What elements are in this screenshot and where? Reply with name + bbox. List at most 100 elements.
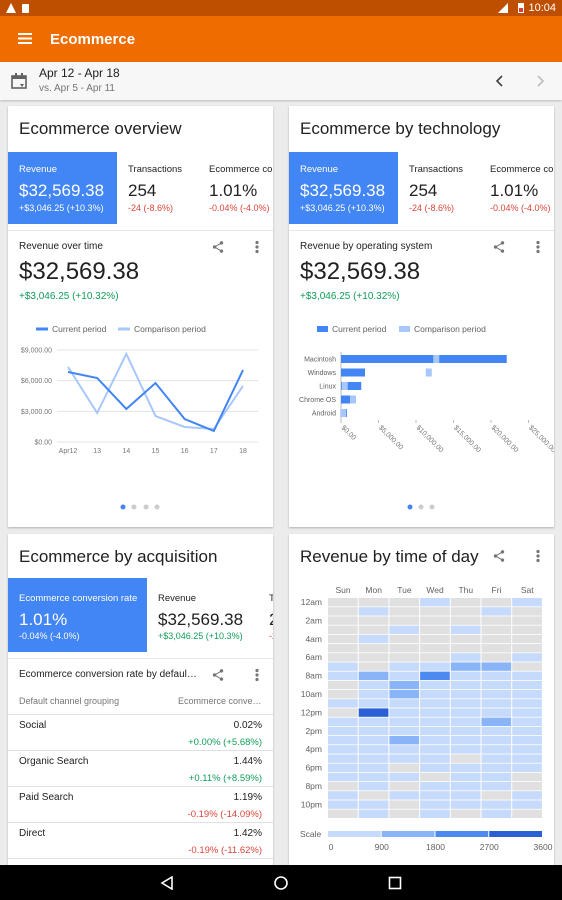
big-change: +$3,046.25 (+10.32%): [19, 291, 119, 302]
tab[interactable]: Revenue $32,569.38 +$3,046.25 (+10.3%): [8, 152, 117, 224]
chart-subtitle: Revenue by operating system: [300, 241, 433, 252]
heat-cell: [389, 754, 420, 763]
heat-cell: [481, 644, 512, 653]
previous-button[interactable]: [495, 75, 505, 87]
divider: [289, 230, 554, 231]
more-button[interactable]: [250, 668, 264, 682]
more-button[interactable]: [250, 240, 264, 254]
heat-cell: [358, 800, 389, 809]
heat-cell: [481, 763, 512, 772]
row-divider: [8, 822, 273, 823]
column-label: Mon: [365, 585, 382, 595]
row-divider: [8, 786, 273, 787]
comparison-range: vs. Apr 5 - Apr 11: [39, 83, 115, 94]
heat-cell: [450, 800, 481, 809]
back-button[interactable]: [160, 876, 174, 890]
share-button[interactable]: [492, 549, 506, 563]
status-icons: [498, 3, 524, 13]
y-tick-label: Android: [312, 411, 336, 418]
legend-label: Current period: [52, 324, 107, 334]
clock: 10:04: [528, 2, 556, 14]
menu-button[interactable]: [18, 33, 32, 44]
heat-cell: [389, 634, 420, 644]
row-name: Organic Search: [19, 756, 89, 767]
comparison-marker: [425, 368, 432, 377]
share-button[interactable]: [211, 240, 225, 254]
tab[interactable]: Ecommerce conversion rate 1.01% -0.04% (-4…: [479, 152, 554, 224]
calendar-icon[interactable]: [11, 73, 27, 89]
recents-button[interactable]: [388, 876, 402, 890]
column-label: Tue: [397, 585, 412, 595]
tab[interactable]: Ecommerce conversion rate 1.01% -0.04% (-4…: [198, 152, 273, 224]
row-change: +0.11% (+8.59%): [188, 773, 262, 784]
column-header: Ecommerce conversion rate: [178, 696, 262, 706]
divider: [8, 714, 273, 715]
row-change: -0.19% (-11.62%): [188, 845, 262, 856]
heat-cell: [420, 680, 450, 690]
heat-cell: [389, 680, 420, 690]
tab-value: 254: [409, 181, 438, 200]
heat-cell: [420, 736, 450, 745]
tab[interactable]: Revenue $32,569.38 +$3,046.25 (+10.3%): [289, 152, 398, 224]
more-button[interactable]: [531, 240, 545, 254]
next-button[interactable]: [535, 75, 545, 87]
heat-cell: [389, 809, 420, 818]
y-tick-label: Macintosh: [304, 357, 336, 364]
tab-label: Revenue: [158, 593, 197, 604]
column-label: Wed: [426, 585, 444, 595]
heat-cell: [389, 782, 420, 791]
heat-cell: [358, 708, 389, 717]
heat-cell: [328, 772, 358, 782]
heat-cell: [328, 634, 358, 644]
y-tick-label: $0.00: [34, 440, 52, 447]
heat-cell: [450, 791, 481, 800]
tab-change: -24 (-8.6%): [128, 203, 174, 213]
heat-cell: [481, 598, 512, 607]
card: Ecommerce overview Revenue over time $32…: [8, 106, 273, 527]
share-button[interactable]: [211, 668, 225, 682]
heat-cell: [481, 616, 512, 625]
heat-cell: [481, 782, 512, 791]
more-button[interactable]: [531, 549, 545, 563]
heat-cell: [481, 726, 512, 736]
x-tick-label: $20,000.00: [490, 424, 520, 454]
page-dot: [407, 504, 413, 510]
tab-value: $32,569.38: [19, 181, 105, 200]
heat-cell: [481, 607, 512, 616]
row-label: 8am: [305, 671, 322, 681]
heat-cell: [328, 625, 358, 634]
tab[interactable]: Revenue $32,569.38 +$3,046.25 (+10.3%): [147, 578, 258, 652]
heat-cell: [358, 754, 389, 763]
legend-swatch: [399, 326, 410, 332]
heat-cell: [450, 717, 481, 726]
heat-cell: [512, 736, 542, 745]
heat-cell: [358, 680, 389, 690]
row-name: Social: [19, 720, 47, 731]
home-button[interactable]: [273, 875, 289, 891]
heat-cell: [358, 634, 389, 644]
heat-cell: [420, 708, 450, 717]
x-tick-label: $0.00: [340, 424, 357, 441]
heat-cell: [512, 782, 542, 791]
tab-value: 254: [128, 181, 157, 200]
tab-change: -0.04% (-4.0%): [19, 631, 80, 641]
heat-cell: [450, 625, 481, 634]
date-range[interactable]: Apr 12 - Apr 18: [39, 66, 120, 80]
heat-cell: [450, 736, 481, 745]
comparison-marker: [341, 382, 348, 390]
heat-cell: [450, 809, 481, 818]
comparison-marker: [433, 355, 440, 363]
heat-cell: [328, 671, 358, 680]
heat-cell: [389, 699, 420, 708]
tab[interactable]: Ecommerce conversion rate 1.01% -0.04% (-4…: [8, 578, 147, 652]
heat-cell: [512, 699, 542, 708]
heat-cell: [420, 625, 450, 634]
series-line: [67, 351, 244, 431]
heat-cell: [389, 616, 420, 625]
tab-label: Ecommerce conversion rate: [490, 164, 554, 175]
heat-cell: [328, 754, 358, 763]
share-button[interactable]: [492, 240, 506, 254]
